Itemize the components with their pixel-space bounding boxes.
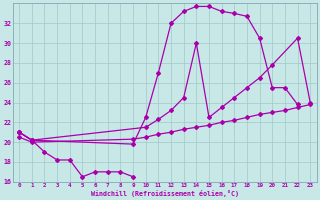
- X-axis label: Windchill (Refroidissement éolien,°C): Windchill (Refroidissement éolien,°C): [91, 190, 239, 197]
